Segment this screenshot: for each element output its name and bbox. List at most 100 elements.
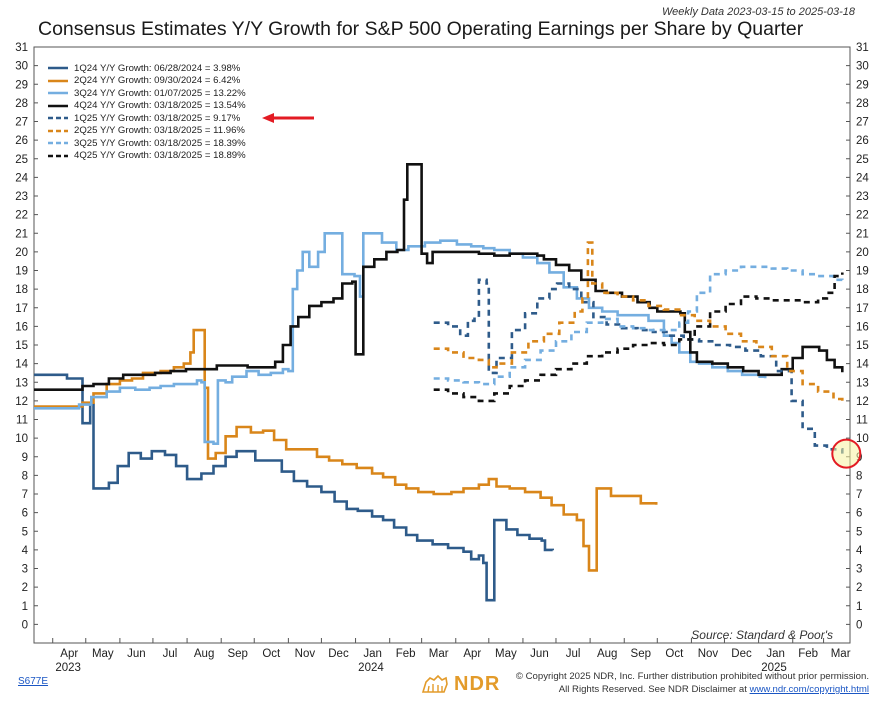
series-line-8 [433, 272, 844, 403]
x-tick-label: Apr [60, 648, 78, 660]
x-tick-label: May [495, 648, 517, 660]
y-tick-label-left: 5 [22, 526, 28, 538]
series-line-6 [433, 241, 844, 402]
legend-label: 2Q24 Y/Y Growth: 09/30/2024 = 6.42% [74, 75, 241, 87]
x-tick-label: Dec [328, 648, 349, 660]
y-tick-label-left: 20 [15, 247, 28, 259]
x-tick-label: Jun [530, 648, 549, 660]
y-tick-label-right: 1 [856, 601, 862, 613]
legend-item: 2Q24 Y/Y Growth: 09/30/2024 = 6.42% [48, 75, 246, 88]
x-tick-label: Mar [831, 648, 851, 660]
y-tick-label-left: 7 [22, 489, 28, 501]
y-tick-label-right: 24 [856, 172, 869, 184]
x-year-label: 2025 [761, 662, 787, 674]
y-tick-label-left: 21 [15, 228, 28, 240]
legend-item: 2Q25 Y/Y Growth: 03/18/2025 = 11.96% [48, 125, 246, 138]
legend-item: 4Q24 Y/Y Growth: 03/18/2025 = 13.54% [48, 100, 246, 113]
copyright-line-2: All Rights Reserved. See NDR Disclaimer … [558, 684, 747, 695]
x-tick-label: Aug [597, 648, 617, 660]
y-tick-label-right: 27 [856, 117, 869, 129]
series-line-3 [34, 232, 767, 445]
x-tick-label: Feb [396, 648, 416, 660]
y-tick-label-left: 11 [16, 415, 28, 427]
legend-label: 2Q25 Y/Y Growth: 03/18/2025 = 11.96% [74, 125, 245, 137]
x-tick-label: Jun [127, 648, 146, 660]
x-tick-label: Jul [566, 648, 581, 660]
y-tick-label-left: 26 [15, 135, 28, 147]
series-line-4 [34, 163, 844, 391]
x-tick-label: Sep [631, 648, 651, 660]
y-tick-label-right: 8 [856, 470, 862, 482]
legend-label: 3Q24 Y/Y Growth: 01/07/2025 = 13.22% [74, 87, 246, 99]
y-tick-label-right: 21 [856, 228, 869, 240]
x-tick-label: Nov [698, 648, 719, 660]
legend-label: 4Q24 Y/Y Growth: 03/18/2025 = 13.54% [74, 100, 246, 112]
x-year-label: 2023 [55, 662, 81, 674]
legend-item: 4Q25 Y/Y Growth: 03/18/2025 = 18.89% [48, 150, 246, 163]
y-tick-label-right: 11 [856, 415, 868, 427]
y-tick-label-left: 2 [22, 582, 28, 594]
y-tick-label-left: 4 [22, 545, 29, 557]
y-tick-label-right: 14 [856, 359, 869, 371]
copyright-line-1: © Copyright 2025 NDR, Inc. Further distr… [515, 671, 869, 682]
y-tick-label-left: 9 [22, 452, 28, 464]
y-tick-label-left: 15 [15, 340, 28, 352]
y-tick-label-left: 24 [15, 172, 28, 184]
x-tick-label: Aug [194, 648, 214, 660]
series-line-5 [433, 278, 844, 454]
y-tick-label-right: 13 [856, 377, 869, 389]
legend-label: 1Q25 Y/Y Growth: 03/18/2025 = 9.17% [74, 112, 241, 124]
legend-label: 4Q25 Y/Y Growth: 03/18/2025 = 18.89% [74, 150, 246, 162]
y-tick-label-right: 6 [856, 508, 862, 520]
y-tick-label-left: 14 [15, 359, 28, 371]
legend-label: 1Q24 Y/Y Growth: 06/28/2024 = 3.98% [74, 62, 241, 74]
y-tick-label-left: 17 [15, 303, 28, 315]
legend-swatch [48, 117, 68, 120]
chart-series-layer [34, 163, 844, 602]
y-tick-label-left: 27 [15, 117, 28, 129]
y-tick-label-right: 7 [856, 489, 862, 501]
x-tick-label: Nov [295, 648, 316, 660]
chart-axes: 0011223344556677889910101111121213131414… [15, 42, 869, 674]
chart-code-link[interactable]: S677E [18, 676, 49, 687]
y-tick-label-left: 3 [22, 564, 28, 576]
x-year-label: 2024 [358, 662, 384, 674]
y-tick-label-left: 19 [15, 266, 28, 278]
legend-swatch [48, 142, 68, 145]
copyright-notice: © Copyright 2025 NDR, Inc. Further distr… [516, 670, 869, 696]
legend-item: 1Q24 Y/Y Growth: 06/28/2024 = 3.98% [48, 62, 246, 75]
chart-title: Consensus Estimates Y/Y Growth for S&P 5… [38, 18, 804, 40]
annotation-arrowhead [262, 113, 274, 123]
y-tick-label-right: 0 [856, 619, 862, 631]
bull-bear-icon [421, 674, 448, 693]
y-tick-label-right: 3 [856, 564, 862, 576]
copyright-link[interactable]: www.ndr.com/copyright.html [749, 684, 869, 695]
y-tick-label-right: 22 [856, 210, 869, 222]
y-tick-label-right: 28 [856, 98, 869, 110]
y-tick-label-right: 31 [856, 42, 869, 54]
x-tick-label: Dec [731, 648, 752, 660]
x-tick-label: Oct [665, 648, 684, 660]
x-tick-label: Sep [227, 648, 247, 660]
y-tick-label-right: 15 [856, 340, 869, 352]
legend-item: 1Q25 Y/Y Growth: 03/18/2025 = 9.17% [48, 112, 246, 125]
y-tick-label-right: 29 [856, 79, 869, 91]
y-tick-label-right: 17 [856, 303, 869, 315]
x-tick-label: Jan [363, 648, 382, 660]
chart-annotations [262, 113, 862, 469]
legend-swatch [48, 104, 68, 107]
legend-item: 3Q24 Y/Y Growth: 01/07/2025 = 13.22% [48, 87, 246, 100]
y-tick-label-right: 30 [856, 61, 869, 73]
y-tick-label-right: 12 [856, 396, 869, 408]
x-tick-label: Oct [262, 648, 281, 660]
legend-swatch [48, 67, 68, 70]
legend-swatch [48, 129, 68, 132]
y-tick-label-left: 6 [22, 508, 28, 520]
series-line-7 [433, 265, 844, 386]
annotation-circle [831, 438, 862, 469]
date-range-note: Weekly Data 2023-03-15 to 2025-03-18 [661, 6, 855, 18]
y-tick-label-left: 0 [22, 619, 28, 631]
legend-swatch [48, 79, 68, 82]
y-tick-label-left: 1 [22, 601, 28, 613]
